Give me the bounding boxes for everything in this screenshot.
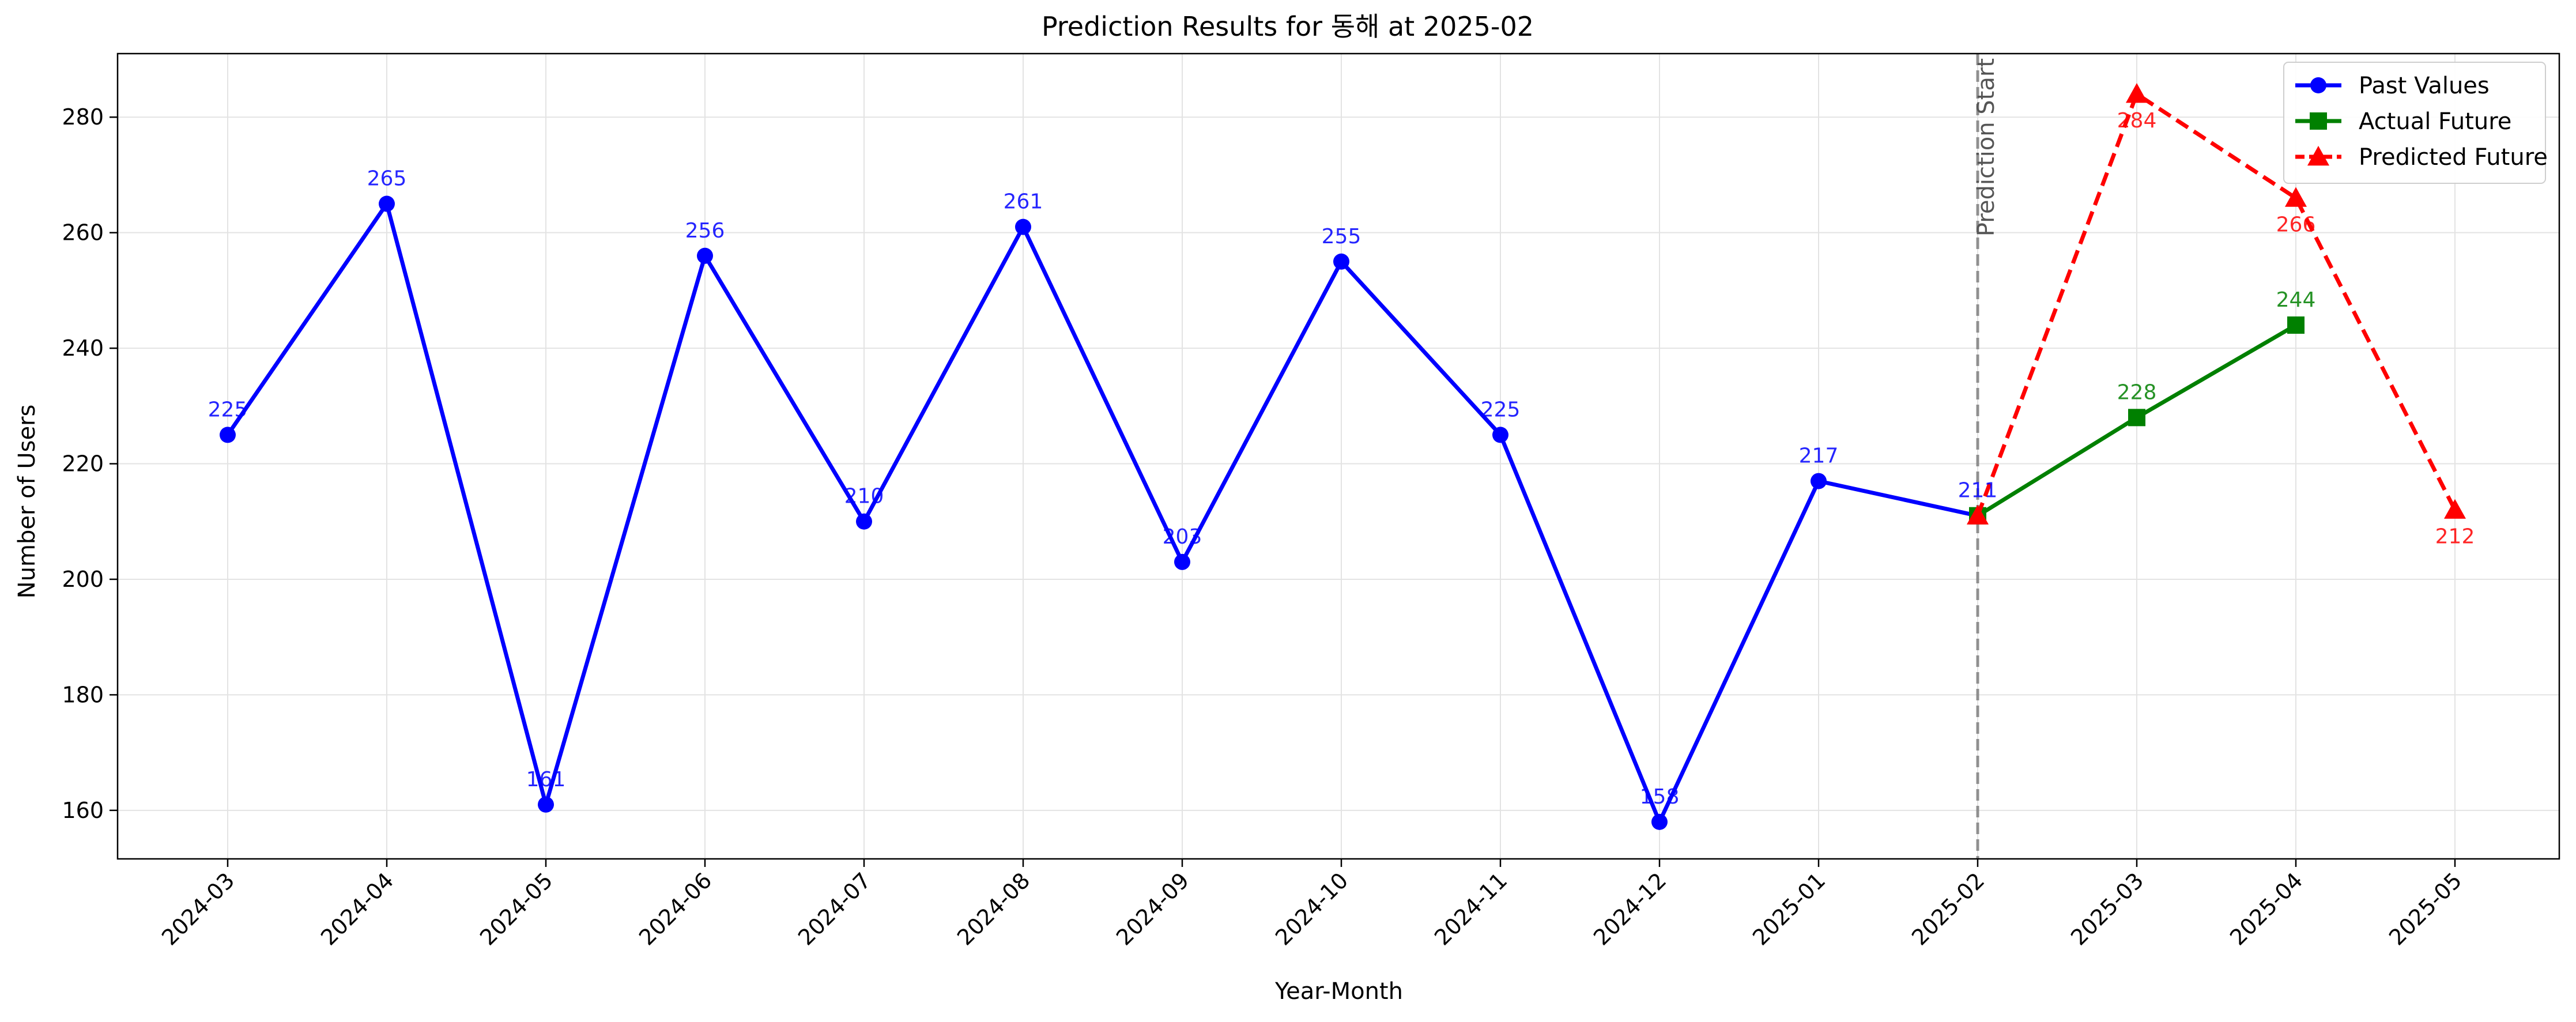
x-tick-label: 2025-05 [2384,868,2466,950]
data-label: 211 [1958,479,1998,503]
y-tick-label: 220 [62,451,104,477]
x-tick-label: 2025-01 [1748,868,1830,950]
point-marker-circle [856,513,872,530]
data-label-layer: 225 265 161 256 210 261 203 255 225 158 217 211 228 2… [208,109,2475,809]
prediction-start-layer: Prediction Start [1973,54,2000,859]
prediction-start-label: Prediction Start [1973,58,2000,236]
x-tick-label: 2024-07 [793,868,876,950]
y-tick-label: 200 [62,567,104,592]
data-label: 284 [2117,109,2157,133]
x-tick-label: 2025-04 [2225,868,2307,950]
point-marker-square [2128,409,2145,427]
point-marker-circle [1333,253,1349,270]
point-marker-square [2310,112,2327,130]
x-tick-label: 2024-06 [634,868,716,950]
series-line-past-values [225,202,1980,824]
series-past-values [220,195,1986,830]
point-marker-circle [538,796,554,813]
x-tick-label: 2024-10 [1270,868,1353,950]
point-marker-triangle [2126,83,2148,103]
point-marker-triangle [2285,187,2307,207]
point-marker-circle [1492,427,1508,443]
grid-layer [118,54,2559,859]
data-label: 261 [1004,190,1043,214]
data-label: 158 [1640,785,1680,809]
point-marker-circle [2310,77,2326,93]
legend: Past Values Actual Future Predicted Future [2283,62,2548,184]
x-tick-label: 2024-11 [1430,868,1512,950]
data-label: 217 [1799,444,1839,468]
point-marker-triangle [1967,504,1989,525]
x-tick-label: 2024-04 [316,868,398,950]
point-marker-square [2287,316,2305,334]
x-tick-label: 2024-05 [475,868,557,950]
data-label: 225 [208,398,248,421]
x-tick-label: 2024-12 [1589,868,1671,950]
x-axis-label: Year-Month [1274,978,1403,1005]
data-label: 203 [1163,525,1202,549]
data-label: 244 [2276,288,2316,312]
legend-label-actual-future: Actual Future [2359,108,2511,135]
legend-label-predicted-future: Predicted Future [2359,144,2548,171]
y-tick-label: 160 [62,798,104,823]
y-tick-label: 260 [62,220,104,246]
chart-title: Prediction Results for 동해 at 2025-02 [1042,11,1534,42]
data-label: 228 [2117,380,2157,404]
point-marker-circle [1015,218,1031,235]
plot-frame [116,52,2560,860]
y-tick-label: 180 [62,682,104,707]
point-marker-triangle [2307,146,2329,166]
data-label: 225 [1481,398,1521,421]
data-label: 210 [844,485,884,508]
data-label: 255 [1322,225,1361,248]
data-label: 256 [685,219,725,243]
data-label: 265 [367,167,407,191]
point-marker-circle [1651,813,1668,830]
series-line-predicted-future [1975,92,2457,516]
data-label: 161 [526,768,566,791]
point-marker-circle [379,195,395,212]
legend-frame [2283,62,2546,184]
point-marker-circle [1174,553,1190,570]
point-marker-circle [220,427,236,443]
point-marker-circle [697,247,713,264]
y-tick-label: 280 [62,104,104,130]
x-tick-label: 2024-08 [952,868,1035,950]
series-predicted-future [1967,83,2466,525]
legend-label-past-values: Past Values [2359,73,2490,99]
x-tick-label: 2025-03 [2066,868,2148,950]
y-tick-label: 240 [62,335,104,361]
x-tick-label: 2024-03 [157,868,239,950]
data-label: 266 [2276,213,2316,237]
x-tick-label: 2024-09 [1111,868,1194,950]
axes-layer: 2024-03 2024-04 2024-05 2024-06 2024-07 2024-… [62,52,2560,951]
point-marker-circle [1811,473,1827,489]
x-tick-label: 2025-02 [1907,868,1989,950]
y-axis-label: Number of Users [14,405,40,599]
data-label: 212 [2435,525,2475,549]
point-marker-triangle [2444,499,2466,519]
series-layer [220,83,2466,830]
